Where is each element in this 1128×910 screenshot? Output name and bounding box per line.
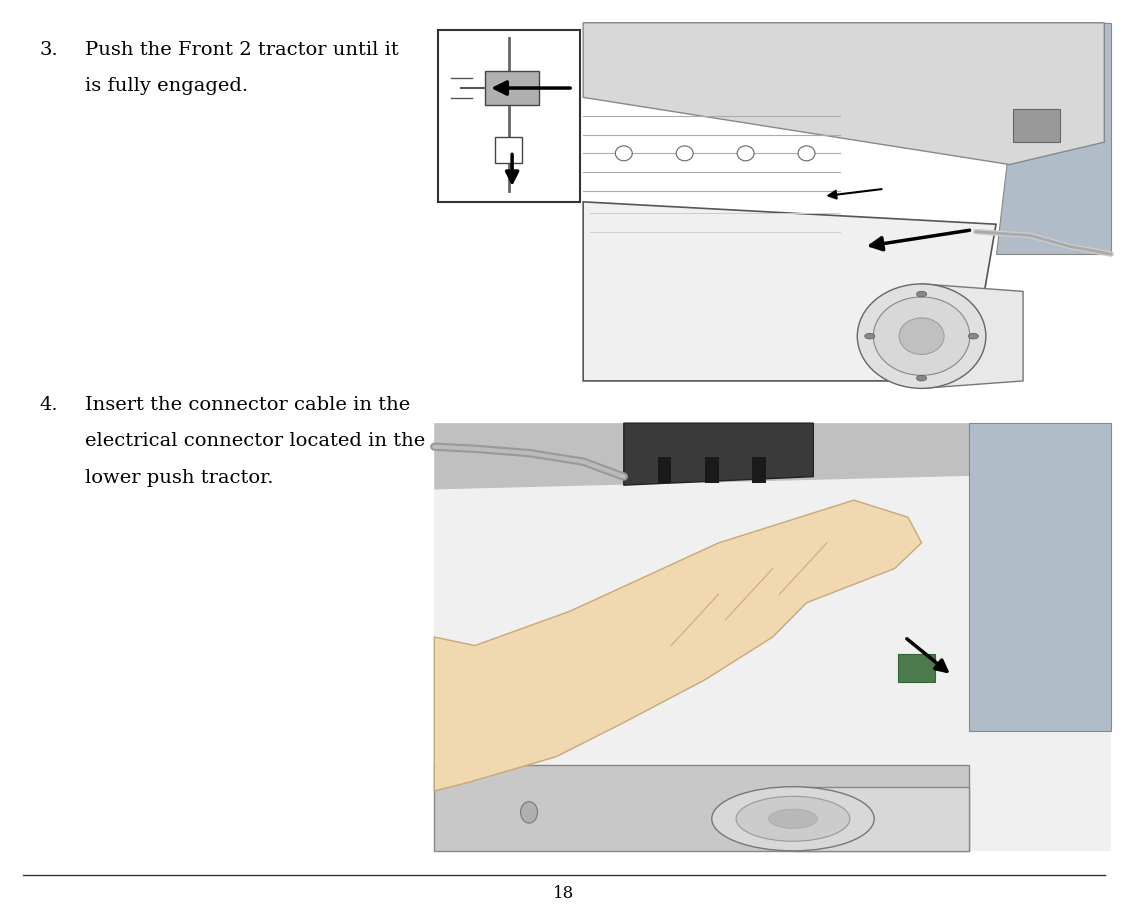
Bar: [752, 458, 766, 483]
Ellipse shape: [799, 146, 816, 161]
Polygon shape: [624, 423, 813, 485]
Text: 3.: 3.: [39, 41, 59, 59]
Bar: [705, 458, 719, 483]
Ellipse shape: [968, 333, 978, 339]
Text: lower push tractor.: lower push tractor.: [85, 469, 273, 487]
Ellipse shape: [676, 146, 693, 161]
Bar: [1013, 108, 1060, 142]
Ellipse shape: [865, 333, 875, 339]
Ellipse shape: [712, 786, 874, 851]
Bar: [485, 71, 539, 105]
Ellipse shape: [899, 318, 944, 354]
Ellipse shape: [616, 146, 633, 161]
Text: 18: 18: [554, 885, 574, 902]
Text: Push the Front 2 tractor until it: Push the Front 2 tractor until it: [85, 41, 398, 59]
Polygon shape: [583, 23, 1104, 165]
Polygon shape: [583, 202, 996, 381]
Ellipse shape: [916, 376, 926, 381]
Polygon shape: [434, 765, 969, 851]
Polygon shape: [434, 501, 922, 791]
Text: Insert the connector cable in the: Insert the connector cable in the: [85, 396, 409, 414]
Ellipse shape: [738, 146, 755, 161]
Ellipse shape: [873, 297, 970, 375]
Ellipse shape: [737, 796, 849, 841]
Bar: [434, 23, 1111, 396]
Polygon shape: [434, 423, 1111, 490]
Polygon shape: [793, 786, 969, 851]
Bar: [658, 458, 671, 483]
Polygon shape: [969, 423, 1111, 731]
Bar: [438, 30, 580, 202]
Text: 4.: 4.: [39, 396, 59, 414]
Text: is fully engaged.: is fully engaged.: [85, 77, 248, 96]
Bar: [495, 136, 522, 163]
Text: electrical connector located in the: electrical connector located in the: [85, 432, 425, 450]
Polygon shape: [922, 284, 1023, 389]
Ellipse shape: [520, 802, 538, 823]
Polygon shape: [996, 23, 1111, 254]
Ellipse shape: [857, 284, 986, 389]
Bar: [434, 423, 1111, 851]
Bar: [898, 654, 935, 682]
Ellipse shape: [768, 809, 818, 828]
Ellipse shape: [916, 291, 926, 297]
